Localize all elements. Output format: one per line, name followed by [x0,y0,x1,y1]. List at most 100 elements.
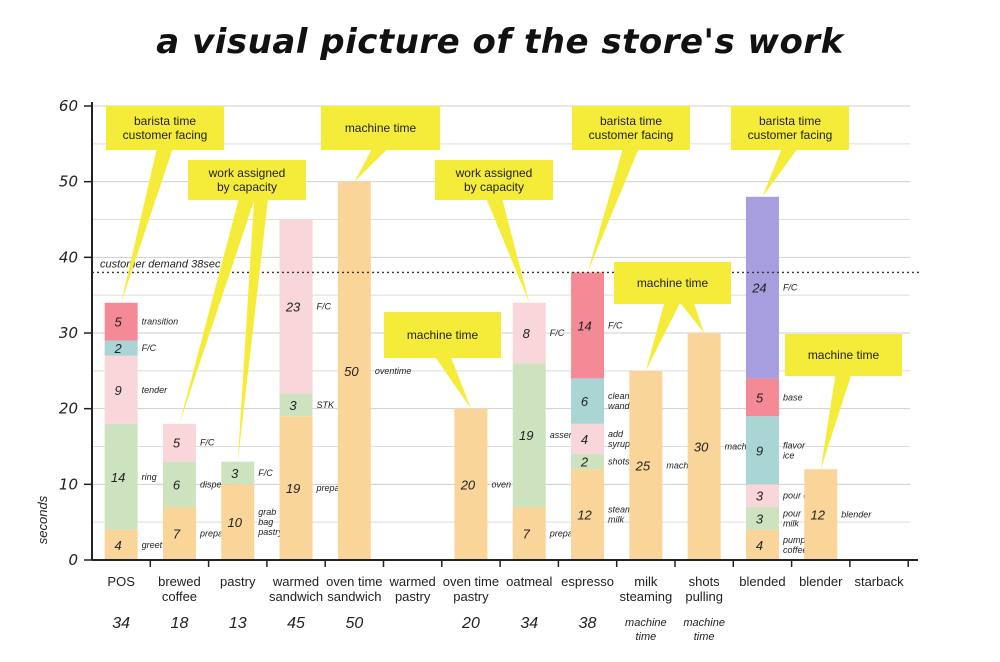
segment-value-label: 2 [114,341,123,356]
category-label: shots [689,574,721,589]
segment-value-label: 9 [756,443,763,458]
segment-value-label: 4 [756,538,763,553]
segment-value-label: 9 [115,383,122,398]
bar-segment [454,408,488,560]
segment-label: oventime [375,366,412,376]
bar-segment [279,416,313,560]
bar-segment [104,355,138,424]
segment-value-label: 12 [577,508,592,523]
bar-segment [745,484,779,508]
segment-value-label: 23 [285,300,301,315]
bar-segment [221,461,255,485]
segment-value-label: 7 [173,527,181,542]
bar-segment [104,340,138,356]
segment-value-label: 4 [581,432,588,447]
segment-value-label: 19 [286,481,300,496]
category-label: warmed [389,574,436,589]
bar-segment [162,507,196,560]
segment-label: add syrup [608,429,630,449]
category-total: 34 [112,615,130,632]
category-label: pulling [685,589,723,604]
segment-label: prepare [549,529,581,539]
segment-value-label: 4 [115,538,122,553]
category-label: sandwich [269,589,323,604]
category-labels-layer: POS34brewedcoffee18pastry13warmedsandwic… [107,574,904,643]
callout-pointer [679,302,705,333]
category-label: sandwich [327,589,381,604]
segment-value-label: 3 [756,489,764,504]
segment-value-label: 5 [115,315,123,330]
segment-label: blender [841,510,872,520]
category-label: brewed [158,574,201,589]
segment-label: F/C [783,283,798,293]
bar-segment [745,196,779,379]
segment-label: greet [142,540,163,550]
callout: machine time [321,106,440,182]
callout-text: machine time [407,328,479,342]
segment-label: F/C [142,343,157,353]
bar-segment [512,302,546,364]
segment-value-label: 6 [581,394,589,409]
y-tick-label: 0 [68,551,78,569]
segment-label: transition [142,317,179,327]
category-total: 18 [171,615,189,632]
bars-layer: 4 greet 14 ring 9 tender 2 F/C 5 transition 7 prepa… [104,181,872,560]
category-label: blender [799,574,843,589]
segment-label: prepare [316,483,348,493]
callout-text: by capacity [464,180,524,194]
bar-segment [745,416,779,485]
segment-label: F/C [258,468,273,478]
segment-label: prepare [199,529,231,539]
segment-value-label: 3 [289,398,297,413]
bar-segment [279,393,313,417]
category-label: oven time [443,574,499,589]
callout-text: customer facing [589,128,674,142]
callout-text: work assigned [208,166,286,180]
y-tick-label: 40 [59,248,78,266]
category-label: steaming [619,589,672,604]
category-label: oatmeal [506,574,552,589]
segment-label: pump coffee [782,535,808,555]
segment-label: F/C [550,328,565,338]
category-total: 38 [579,615,597,632]
callout-pointer [237,198,269,462]
bar-segment [629,370,663,560]
category-label: POS [107,574,135,589]
callout-text: by capacity [217,180,277,194]
callout-pointer [121,148,173,303]
segment-label: machine [666,460,700,470]
category-label: milk [634,574,658,589]
callout-pointer [820,374,852,470]
segment-label: oven [491,479,511,489]
category-label: pastry [220,574,256,589]
bar-segment [162,423,196,462]
bar-segment [512,507,546,560]
segment-value-label: 5 [173,436,181,451]
bar-segment [512,363,546,508]
callout-pointer [762,148,798,197]
y-tick-label: 20 [59,400,78,418]
bar-segment [162,461,196,508]
segment-label: pour milk [782,508,802,528]
category-label: starback [854,574,904,589]
segment-value-label: 10 [228,515,243,530]
segment-label: flavor ice [783,440,806,460]
segment-value-label: 25 [635,458,651,473]
bar-segment [571,378,605,424]
segment-label: STK [317,400,336,410]
callout-box [572,106,690,150]
segment-value-label: 2 [580,455,589,470]
bar-segment [104,302,138,341]
callout-text: barista time [759,114,821,128]
segment-value-label: 6 [173,477,181,492]
category-note: machine [683,617,725,629]
bar-segment [804,469,838,560]
segment-label: ring [142,472,157,482]
segment-value-label: 5 [756,390,764,405]
segment-value-label: 3 [231,466,239,481]
bar-segment [745,507,779,530]
